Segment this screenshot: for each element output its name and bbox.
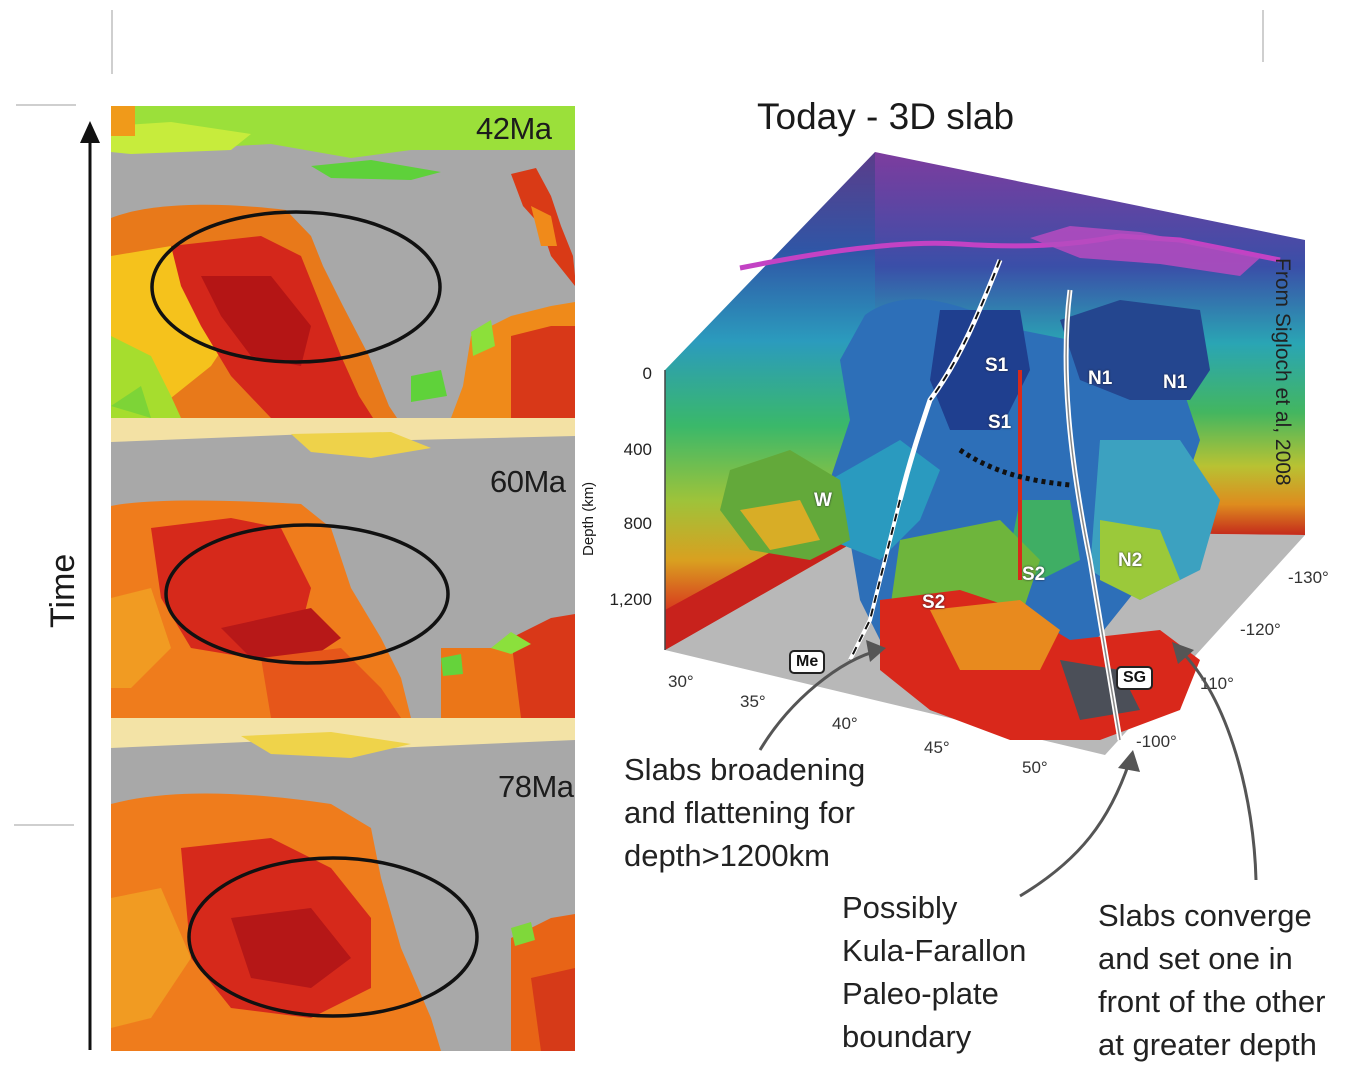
annotation-broadening: Slabs broadening and flattening for dept…	[624, 752, 866, 873]
time-arrow	[80, 121, 100, 1050]
depth-tick-400: 400	[623, 440, 652, 459]
time-label-78ma: 78Ma	[498, 769, 574, 804]
slab-3d-block	[664, 152, 1305, 755]
lat-tick-50: 50°	[1022, 758, 1048, 777]
time-label-60ma: 60Ma	[490, 464, 566, 499]
side-tick-1	[16, 104, 76, 106]
slab-label-s1-lower: S1	[988, 412, 1012, 433]
depth-tick-1200: 1,200	[609, 590, 652, 609]
depth-tick-0: 0	[642, 364, 652, 383]
lat-tick-35: 35°	[740, 692, 766, 711]
lon-tick-130: -130°	[1288, 568, 1329, 587]
lat-tick-30: 30°	[668, 672, 694, 691]
top-rule-right	[1262, 10, 1264, 62]
lat-tick-40: 40°	[832, 714, 858, 733]
boxed-label-sg: SG	[1116, 666, 1154, 690]
lon-tick-100: -100°	[1136, 732, 1177, 751]
annotation-converge: Slabs converge and set one in front of t…	[1098, 898, 1326, 1062]
lat-tick-45: 45°	[924, 738, 950, 757]
reconstruction-map-60ma	[111, 418, 575, 718]
reconstruction-map-78ma	[111, 718, 575, 1051]
side-tick-2	[14, 824, 74, 826]
slab-label-n1-left: N1	[1088, 368, 1113, 389]
slab-label-s2-left: S2	[922, 592, 946, 613]
time-label-42ma: 42Ma	[476, 111, 552, 146]
slab-label-w: W	[814, 490, 832, 511]
top-rule-left	[111, 10, 113, 74]
slab-label-n1-right: N1	[1163, 372, 1188, 393]
boxed-label-me: Me	[789, 650, 826, 674]
slab-view-title: Today - 3D slab	[757, 96, 1015, 137]
reconstruction-map-42ma	[111, 106, 575, 418]
annotation-kula-farallon: Possibly Kula-Farallon Paleo-plate bound…	[842, 890, 1027, 1054]
lon-tick-120: -120°	[1240, 620, 1281, 639]
slab-label-s2-right: S2	[1022, 564, 1046, 585]
slab-label-s1-upper: S1	[985, 355, 1009, 376]
slab-label-n2: N2	[1118, 550, 1143, 571]
depth-tick-800: 800	[623, 514, 652, 533]
